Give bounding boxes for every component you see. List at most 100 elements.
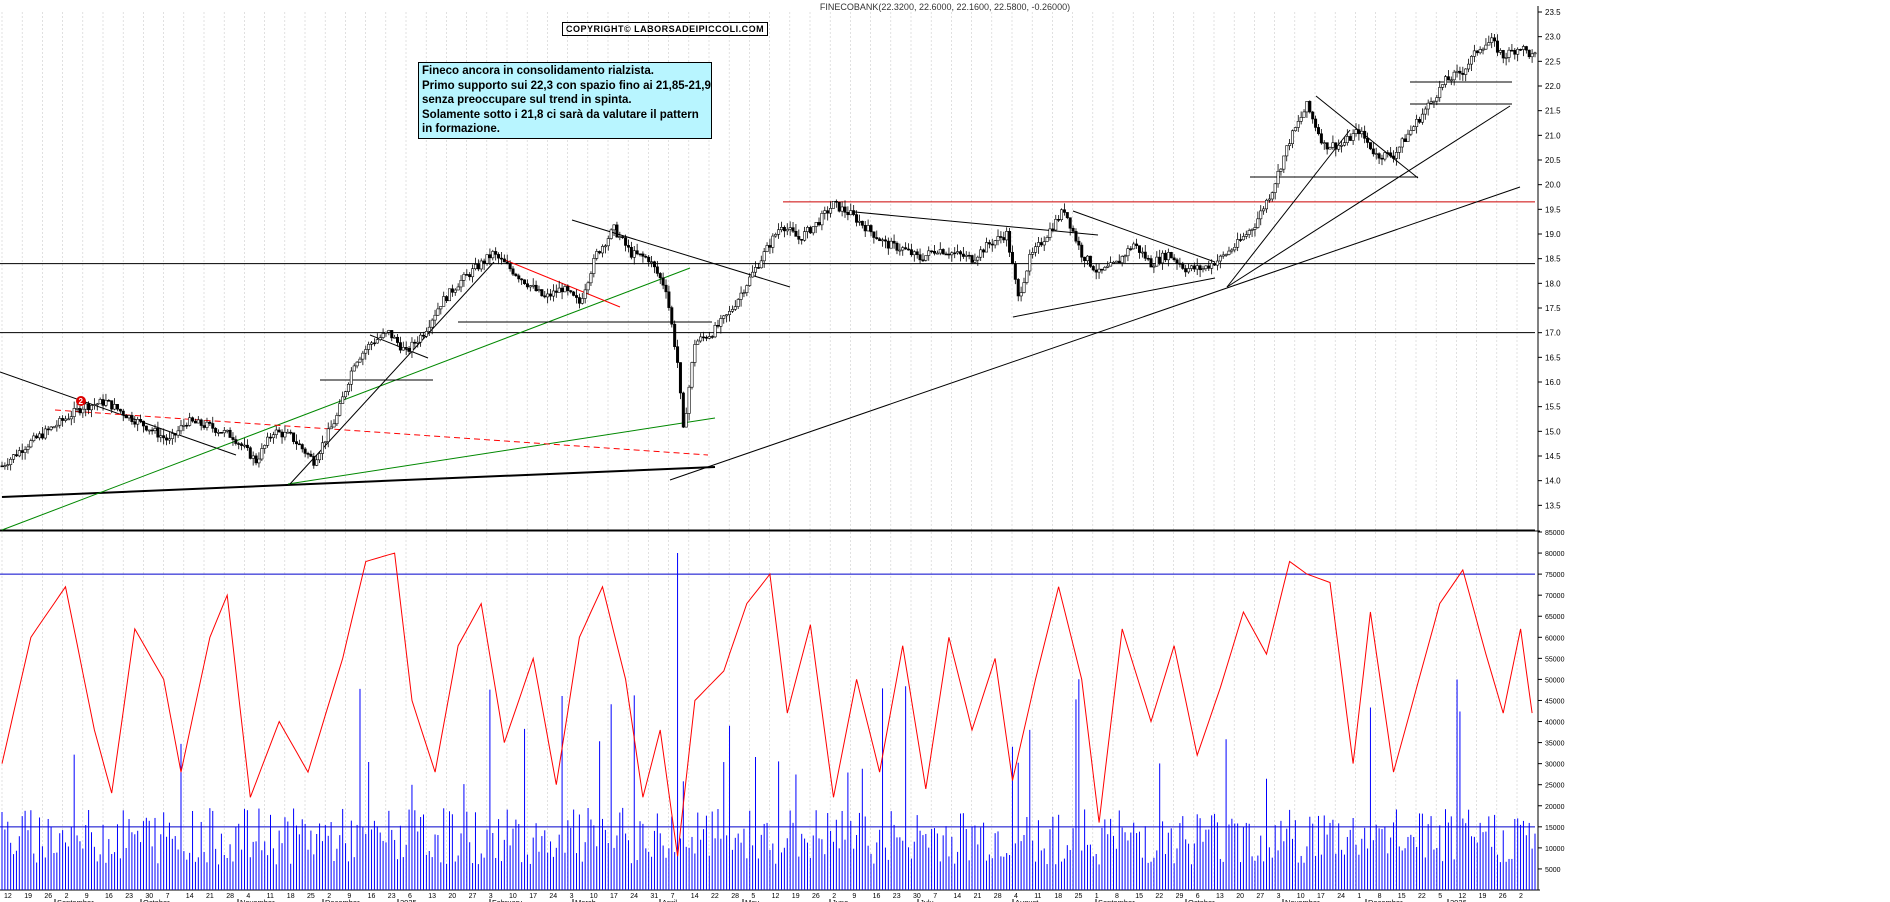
candle-body — [803, 231, 807, 241]
candle-body — [765, 245, 769, 252]
trend-line — [289, 261, 495, 485]
candle-body — [176, 430, 180, 436]
x-day-label: 12 — [772, 893, 780, 900]
candle-body — [442, 296, 446, 307]
candle-body — [393, 336, 397, 339]
candle-body — [367, 343, 371, 350]
candle-body — [1042, 241, 1046, 246]
candle-body — [26, 446, 30, 450]
candle-body — [690, 362, 694, 388]
candle-body — [55, 424, 59, 428]
candle-body — [225, 429, 229, 432]
candle-body — [193, 420, 197, 424]
candle-body — [728, 311, 732, 315]
x-day-label: 18 — [287, 893, 295, 900]
candle-body — [1478, 49, 1482, 54]
candle-body — [1467, 63, 1471, 70]
candle-body — [170, 433, 174, 439]
x-day-label: 23 — [388, 893, 396, 900]
x-day-label: 27 — [469, 893, 477, 900]
candle-body — [1386, 152, 1390, 154]
candle-body — [1198, 265, 1202, 271]
volume-tick-label: 35000 — [1545, 741, 1565, 748]
candle-body — [1363, 130, 1367, 139]
candle-body — [759, 260, 763, 269]
candle-body — [1334, 142, 1338, 150]
x-day-label: 15 — [1398, 893, 1406, 900]
candle-body — [684, 413, 688, 428]
candle-body — [1354, 129, 1358, 134]
candle-body — [127, 415, 131, 419]
x-day-label: 7 — [166, 893, 170, 900]
oscillator-path — [1, 552, 1533, 857]
candle-body — [1507, 49, 1511, 58]
candle-body — [820, 213, 824, 226]
candle-body — [1163, 252, 1167, 261]
candle-body — [1458, 70, 1462, 74]
candle-body — [520, 278, 524, 281]
candle-body — [450, 288, 454, 293]
candle-body — [1469, 56, 1473, 65]
x-day-label: 20 — [1236, 893, 1244, 900]
candle-body — [681, 392, 685, 428]
x-day-label: 12 — [1458, 893, 1466, 900]
x-day-label: 24 — [1337, 893, 1345, 900]
candle-body — [785, 228, 789, 232]
candle-body — [1071, 227, 1075, 232]
candle-body — [687, 386, 691, 414]
candle-body — [465, 274, 469, 276]
candle-body — [1371, 148, 1375, 155]
candle-body — [35, 435, 39, 439]
candle-body — [1126, 248, 1130, 257]
candle-body — [294, 441, 298, 445]
candle-body — [248, 447, 252, 459]
candle-body — [1409, 130, 1413, 135]
candle-body — [1397, 146, 1401, 153]
candle-body — [1493, 37, 1497, 42]
x-day-label: 16 — [873, 893, 881, 900]
price-tick-label: 15.0 — [1545, 427, 1561, 436]
candle-body — [1501, 50, 1505, 59]
candle-body — [1247, 230, 1251, 235]
candle-body — [632, 250, 636, 258]
x-day-label: 8 — [1115, 893, 1119, 900]
candle-body — [1140, 251, 1144, 254]
candle-body — [930, 250, 934, 253]
candle-body — [736, 299, 740, 307]
candle-body — [320, 442, 324, 454]
candle-body — [182, 424, 186, 427]
price-tick-label: 14.5 — [1545, 452, 1561, 461]
candle-body — [901, 247, 905, 251]
candle-body — [1149, 258, 1153, 268]
candle-body — [961, 253, 965, 257]
x-day-label: 15 — [1135, 893, 1143, 900]
candle-body — [49, 426, 53, 430]
x-day-label: 2 — [327, 893, 331, 900]
candle-body — [1051, 228, 1055, 231]
candle-body — [1418, 118, 1422, 123]
candle-body — [883, 239, 887, 242]
volume-tick-label: 15000 — [1545, 825, 1565, 832]
candle-body — [318, 453, 322, 461]
candle-body — [837, 201, 841, 212]
candle-body — [525, 283, 529, 288]
candle-body — [958, 251, 962, 255]
reference-lines — [0, 201, 1535, 828]
candle-body — [95, 403, 99, 406]
candle-body — [990, 243, 994, 246]
candle-body — [1137, 245, 1141, 253]
candle-body — [823, 210, 827, 214]
candle-body — [344, 391, 348, 398]
candle-body — [494, 251, 498, 255]
candle-body — [1328, 147, 1332, 150]
candle-body — [1394, 152, 1398, 159]
candle-body — [840, 206, 844, 212]
candle-body — [811, 226, 815, 234]
candle-body — [1143, 251, 1147, 259]
x-day-label: 1 — [1095, 893, 1099, 900]
candle-body — [1181, 264, 1185, 269]
price-tick-label: 16.5 — [1545, 353, 1561, 362]
candle-body — [1487, 42, 1491, 46]
candle-body — [1293, 127, 1297, 132]
